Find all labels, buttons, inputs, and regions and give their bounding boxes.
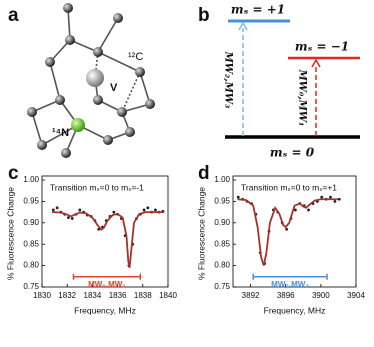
atom-label: V — [110, 82, 118, 94]
y-tick-label: 0.95 — [214, 197, 230, 206]
transition-label: MW₂,MW₃ — [223, 51, 234, 109]
y-tick-label: 0.75 — [23, 282, 39, 291]
x-tick-label: 3904 — [347, 291, 365, 300]
energy-diagram — [225, 19, 360, 139]
plot-frame — [232, 175, 357, 288]
x-tick-label: 1836 — [109, 291, 127, 300]
y-tick-label: 0.80 — [214, 261, 230, 270]
data-point — [142, 208, 146, 212]
x-tick-label: 1830 — [33, 291, 51, 300]
panel-label: a — [8, 5, 19, 26]
fit-line — [237, 198, 339, 266]
crystal-diagram — [27, 3, 155, 158]
data-point — [67, 216, 70, 220]
data-point — [70, 217, 74, 220]
y-tick-label: 0.90 — [23, 218, 39, 227]
data-point — [307, 208, 310, 212]
y-tick-label: 0.85 — [214, 239, 230, 248]
x-tick-label: 3900 — [312, 291, 330, 300]
x-tick-label: 3892 — [242, 291, 260, 300]
panel-label: b — [198, 5, 210, 26]
plot-frame — [41, 175, 169, 288]
annotation: Transition mₛ=0 to mₛ=-1 — [50, 182, 144, 192]
atom-label: ¹²C — [128, 51, 143, 63]
panel-label: c — [8, 163, 19, 184]
data-point — [78, 208, 82, 212]
level-label: mₛ = −1 — [295, 40, 349, 54]
fit-line — [52, 211, 165, 268]
data-point — [112, 210, 116, 214]
x-axis-label: Frequency, MHz — [74, 305, 136, 315]
data-point — [329, 195, 332, 199]
data-point — [333, 200, 337, 203]
annotation: Transition mₛ=0 to mₛ=+1 — [241, 182, 337, 192]
y-tick-label: 1.00 — [214, 175, 230, 184]
atom-label: ¹⁴N — [52, 127, 69, 139]
x-tick-label: 1838 — [134, 291, 152, 300]
data-point — [51, 208, 55, 212]
level-label: mₛ = 0 — [270, 146, 315, 160]
y-tick-label: 0.80 — [23, 261, 39, 270]
data-point — [146, 206, 150, 210]
data-point — [337, 197, 341, 201]
span-label: MW₂,MW₃ — [271, 280, 309, 289]
y-axis-label: % Fluorescence Change — [5, 187, 15, 280]
data-point — [55, 206, 59, 210]
data-point — [320, 195, 324, 199]
x-tick-label: 3896 — [277, 291, 295, 300]
data-point — [285, 227, 288, 231]
x-tick-label: 1832 — [58, 291, 76, 300]
y-tick-label: 0.75 — [214, 282, 230, 291]
x-tick-label: 1840 — [159, 291, 177, 300]
x-tick-label: 1834 — [84, 291, 102, 300]
span-label: MW₀,MW₁ — [88, 280, 126, 289]
y-axis-label: % Fluorescence Change — [196, 187, 206, 280]
x-axis-label: Frequency, MHz — [264, 305, 326, 315]
transition-label: MW₀,MW₁ — [297, 69, 308, 127]
data-point — [236, 195, 240, 199]
y-tick-label: 0.85 — [23, 239, 39, 248]
panel-label: d — [198, 163, 210, 184]
data-point — [154, 208, 157, 212]
y-tick-label: 0.95 — [23, 197, 39, 206]
data-point — [293, 208, 297, 212]
y-tick-label: 0.90 — [214, 218, 230, 227]
level-label: mₛ = +1 — [231, 3, 285, 17]
y-tick-label: 1.00 — [23, 175, 39, 184]
